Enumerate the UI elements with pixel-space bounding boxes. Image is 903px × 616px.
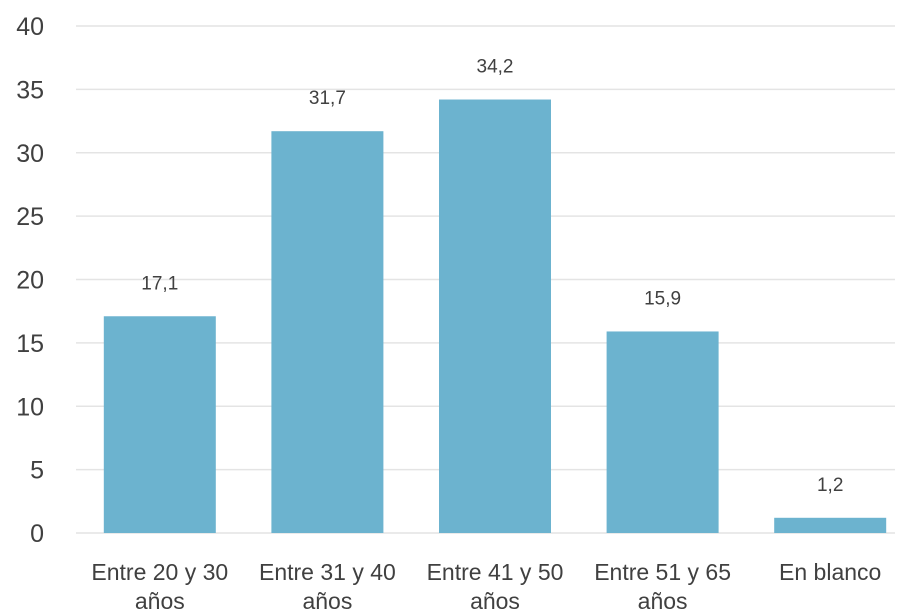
data-label: 17,1 xyxy=(141,273,178,294)
bar xyxy=(271,131,384,533)
data-labels: 17,1 31,7 34,2 15,9 1,2 xyxy=(141,57,843,496)
y-tick-label: 20 xyxy=(16,267,44,295)
data-label: 1,2 xyxy=(817,475,843,496)
bars xyxy=(103,99,887,533)
y-tick-label: 25 xyxy=(16,203,44,231)
y-tick-label: 10 xyxy=(16,393,44,421)
category-label: Entre 41 y 50 xyxy=(427,559,564,585)
x-axis-category-labels: Entre 20 y 30 años Entre 31 y 40 años Entre … xyxy=(91,559,881,614)
y-axis-tick-labels: 0 5 10 15 20 25 30 35 40 xyxy=(16,13,44,548)
y-tick-label: 15 xyxy=(16,330,44,358)
y-tick-label: 40 xyxy=(16,13,44,41)
category-label: Entre 20 y 30 xyxy=(91,559,228,585)
category-label: En blanco xyxy=(779,559,881,585)
category-label: años xyxy=(302,588,352,614)
category-label: años xyxy=(135,588,185,614)
data-label: 31,7 xyxy=(309,88,346,109)
category-label: Entre 31 y 40 xyxy=(259,559,396,585)
category-label: Entre 51 y 65 xyxy=(594,559,731,585)
category-label: años xyxy=(638,588,688,614)
data-label: 15,9 xyxy=(644,288,681,309)
data-label: 34,2 xyxy=(477,57,514,78)
y-tick-label: 5 xyxy=(30,457,44,485)
y-tick-label: 30 xyxy=(16,140,44,168)
y-tick-label: 0 xyxy=(30,520,44,548)
bar xyxy=(103,316,216,533)
y-tick-label: 35 xyxy=(16,76,44,104)
bar xyxy=(774,517,887,533)
category-label: años xyxy=(470,588,520,614)
bar xyxy=(439,99,551,533)
bar xyxy=(606,331,719,533)
